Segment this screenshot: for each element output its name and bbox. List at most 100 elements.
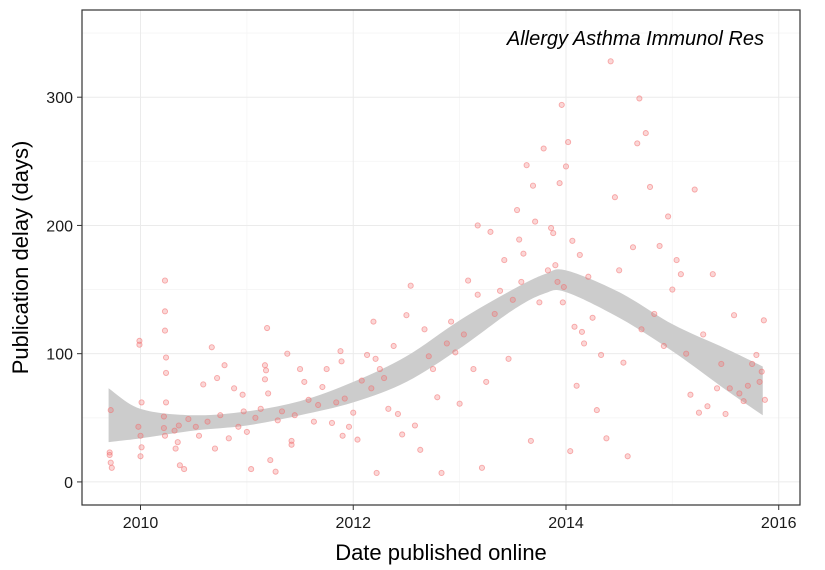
x-tick-label: 2014	[548, 515, 584, 532]
data-point	[518, 278, 525, 285]
data-point	[736, 390, 743, 397]
data-point	[399, 431, 406, 438]
data-point	[373, 469, 380, 476]
data-point	[108, 464, 115, 471]
data-point	[651, 310, 658, 317]
data-point	[136, 337, 143, 344]
data-point	[516, 236, 523, 243]
smooth-confidence-band	[108, 269, 763, 443]
data-point	[176, 462, 183, 469]
data-point	[593, 407, 600, 414]
data-point	[642, 130, 649, 137]
data-point	[756, 378, 763, 385]
data-point	[669, 286, 676, 293]
data-point	[540, 145, 547, 152]
data-point	[328, 419, 336, 426]
data-point	[683, 350, 690, 357]
data-point	[726, 385, 733, 392]
data-point	[760, 317, 767, 324]
data-point	[161, 327, 169, 334]
data-point	[722, 410, 729, 418]
data-point	[634, 140, 641, 147]
data-point	[217, 412, 224, 419]
x-tick-label: 2010	[123, 515, 159, 532]
data-point	[319, 383, 326, 391]
data-point	[257, 405, 264, 412]
data-point	[761, 396, 768, 403]
data-point	[172, 445, 179, 452]
data-point	[573, 382, 580, 389]
data-point	[474, 291, 481, 298]
data-point	[673, 257, 680, 264]
data-point	[162, 369, 170, 376]
data-point	[660, 342, 667, 350]
data-point	[571, 323, 578, 330]
data-point	[235, 423, 242, 430]
data-point	[106, 451, 113, 459]
data-point	[448, 318, 455, 325]
data-point	[607, 58, 614, 65]
data-point	[456, 400, 463, 407]
data-point	[364, 351, 371, 359]
data-point	[691, 186, 698, 193]
data-point	[731, 312, 738, 319]
data-point	[358, 377, 365, 384]
data-point	[603, 435, 610, 442]
data-point	[646, 183, 654, 191]
data-point	[185, 416, 192, 423]
data-point	[354, 436, 361, 443]
data-point	[421, 326, 428, 333]
data-point	[274, 417, 281, 424]
data-point	[261, 376, 269, 383]
data-point	[514, 207, 521, 214]
data-point	[483, 378, 490, 385]
data-point	[460, 331, 467, 338]
data-point	[523, 162, 530, 169]
data-point	[265, 390, 272, 397]
x-tick-label: 2016	[761, 515, 797, 532]
data-point	[323, 366, 330, 373]
data-point	[636, 95, 643, 102]
data-point	[381, 374, 388, 382]
data-point	[581, 340, 588, 347]
data-points	[106, 58, 768, 476]
data-point	[160, 413, 167, 420]
data-point	[192, 423, 199, 430]
chart-annotation: Allergy Asthma Immunol Res	[506, 28, 764, 50]
data-point	[718, 360, 725, 367]
data-point	[438, 469, 445, 476]
data-point	[339, 432, 346, 439]
data-point	[137, 432, 144, 439]
data-point	[562, 163, 570, 170]
data-point	[350, 409, 357, 416]
data-point	[411, 422, 418, 429]
data-point	[315, 401, 322, 409]
data-point	[264, 324, 271, 332]
data-point	[638, 326, 645, 333]
data-point	[474, 222, 481, 229]
data-point	[567, 448, 574, 455]
data-point	[465, 277, 472, 284]
data-point	[565, 139, 572, 146]
data-point	[589, 314, 596, 321]
smooth-band-layer	[108, 269, 763, 443]
data-point	[372, 355, 379, 362]
data-point	[417, 446, 424, 453]
data-point	[758, 368, 765, 375]
data-point	[624, 453, 631, 460]
data-point	[214, 374, 221, 382]
data-point	[550, 230, 557, 237]
data-point	[704, 403, 711, 410]
data-point	[161, 277, 169, 284]
data-point	[491, 310, 498, 317]
data-point	[548, 224, 555, 232]
y-axis: 0 100 200 300	[46, 90, 82, 492]
data-point	[239, 391, 246, 398]
data-point	[544, 267, 551, 274]
data-point	[744, 382, 751, 389]
data-point	[665, 213, 672, 220]
data-point	[585, 273, 592, 280]
data-point	[509, 296, 516, 303]
data-point	[248, 466, 255, 473]
data-point	[559, 299, 566, 306]
